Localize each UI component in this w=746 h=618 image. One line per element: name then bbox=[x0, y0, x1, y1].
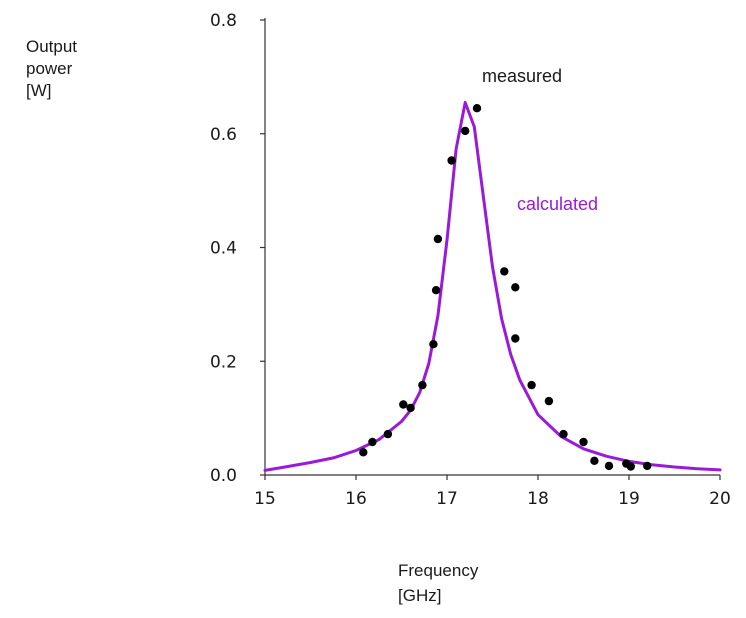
x-axis-label-line: [GHz] bbox=[398, 583, 478, 608]
legend-calculated-label: calculated bbox=[517, 194, 598, 214]
measured-data-point bbox=[432, 286, 440, 294]
measured-data-point bbox=[579, 438, 587, 446]
x-tick-label: 19 bbox=[618, 489, 640, 509]
measured-data-point bbox=[527, 381, 535, 389]
measured-data-point bbox=[643, 462, 651, 470]
calculated-series-line bbox=[265, 103, 720, 471]
measured-data-point bbox=[605, 462, 613, 470]
x-tick-label: 15 bbox=[254, 489, 276, 509]
measured-data-point bbox=[429, 340, 437, 348]
measured-data-point bbox=[406, 404, 414, 412]
measured-data-point bbox=[559, 430, 567, 438]
axes bbox=[265, 18, 720, 475]
measured-data-point bbox=[434, 235, 442, 243]
marks-group bbox=[265, 103, 720, 471]
tick-group: 15 16 17 18 19 20 0.0 0.2 0.4 0.6 0.8 bbox=[210, 11, 731, 509]
x-tick-label: 18 bbox=[527, 489, 549, 509]
measured-data-point bbox=[461, 127, 469, 135]
measured-data-point bbox=[545, 397, 553, 405]
y-tick-label: 0.6 bbox=[210, 125, 237, 145]
x-tick-label: 17 bbox=[436, 489, 458, 509]
y-tick-label: 0.0 bbox=[210, 466, 237, 486]
measured-data-point bbox=[384, 430, 392, 438]
measured-data-point bbox=[418, 381, 426, 389]
measured-data-point bbox=[511, 283, 519, 291]
measured-data-point bbox=[511, 334, 519, 342]
legend-measured-label: measured bbox=[482, 66, 562, 86]
x-tick-label: 16 bbox=[345, 489, 367, 509]
y-tick-label: 0.4 bbox=[210, 239, 237, 259]
x-axis-label: Frequency [GHz] bbox=[398, 558, 478, 608]
measured-data-point bbox=[627, 462, 635, 470]
measured-data-point bbox=[368, 438, 376, 446]
y-tick-label: 0.2 bbox=[210, 352, 237, 372]
x-tick-label: 20 bbox=[709, 489, 731, 509]
measured-data-point bbox=[359, 448, 367, 456]
y-tick-label: 0.8 bbox=[210, 11, 237, 31]
measured-data-point bbox=[473, 104, 481, 112]
measured-data-point bbox=[590, 457, 598, 465]
measured-data-point bbox=[500, 267, 508, 275]
x-axis-label-line: Frequency bbox=[398, 558, 478, 583]
measured-data-point bbox=[399, 400, 407, 408]
measured-data-point bbox=[447, 156, 455, 164]
